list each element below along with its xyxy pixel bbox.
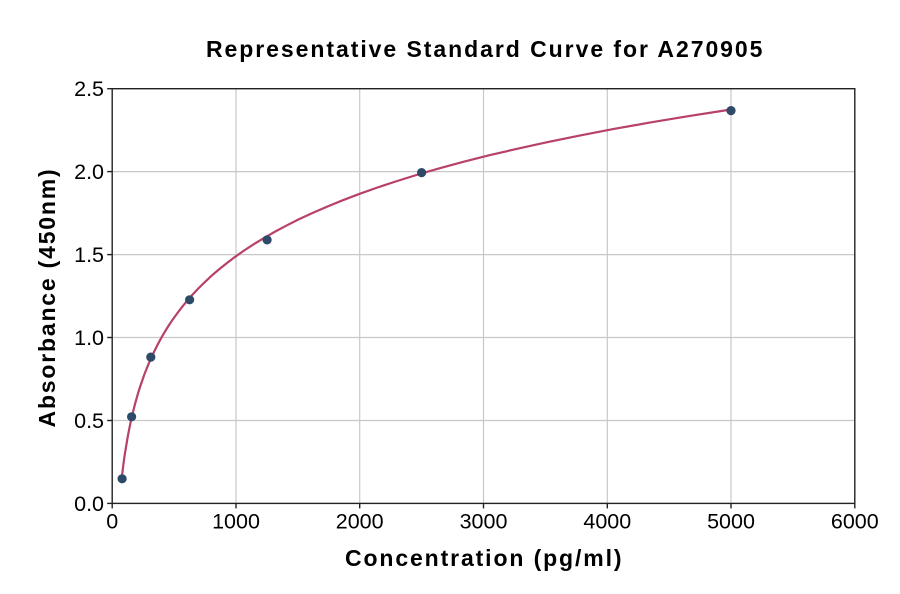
svg-text:2.5: 2.5 <box>74 77 104 101</box>
svg-text:2.0: 2.0 <box>74 160 104 184</box>
svg-text:Representative Standard Curve: Representative Standard Curve for A27090… <box>206 36 764 62</box>
svg-text:Concentration (pg/ml): Concentration (pg/ml) <box>345 545 623 571</box>
svg-text:1.5: 1.5 <box>74 243 104 267</box>
svg-text:4000: 4000 <box>583 509 631 533</box>
svg-text:2000: 2000 <box>336 509 384 533</box>
svg-text:0.0: 0.0 <box>74 492 104 516</box>
svg-text:5000: 5000 <box>707 509 755 533</box>
svg-text:1000: 1000 <box>212 509 260 533</box>
svg-text:0: 0 <box>106 509 118 533</box>
svg-text:Absorbance (450nm): Absorbance (450nm) <box>34 168 60 428</box>
svg-text:0.5: 0.5 <box>74 409 104 433</box>
svg-text:1.0: 1.0 <box>74 326 104 350</box>
svg-text:3000: 3000 <box>460 509 508 533</box>
svg-text:6000: 6000 <box>831 509 879 533</box>
